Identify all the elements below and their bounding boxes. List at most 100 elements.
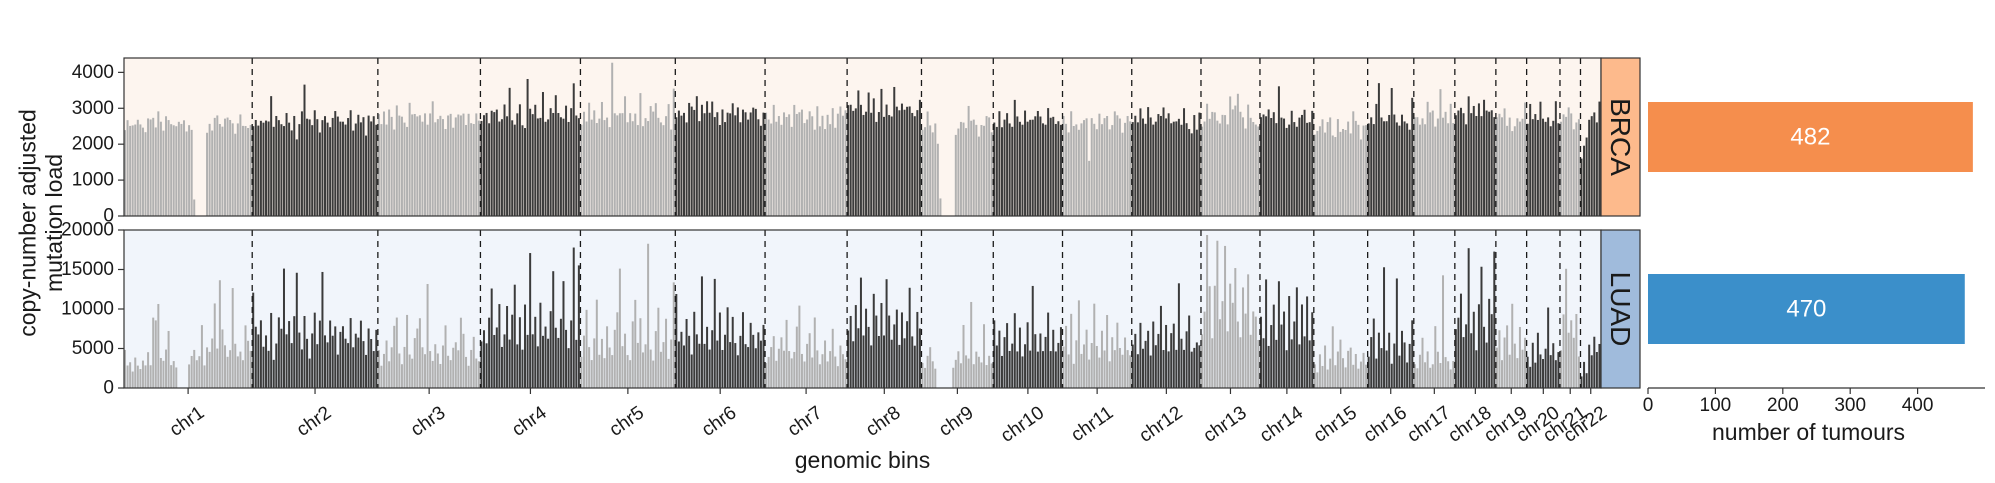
bar-chr19-bin-2 [1498, 113, 1501, 216]
bar-chr4-bin-37 [572, 247, 575, 388]
bar-chr5-bin-3 [585, 309, 588, 388]
bar-chr18-bin-8 [1472, 311, 1475, 388]
bar-chr16-bin-6 [1380, 348, 1383, 388]
bar-chr7-bin-20 [813, 129, 816, 216]
y-tick-label: 10000 [61, 299, 114, 320]
bar-chr12-bin-8 [1149, 355, 1152, 388]
bar-chr19-bin-9 [1516, 358, 1519, 388]
bar-chr8-bin-14 [880, 303, 883, 388]
bar-chr16-bin-7 [1383, 121, 1386, 216]
x-tick-label: chr8 [862, 402, 904, 440]
bar-chr8-bin-3 [852, 341, 855, 388]
bar-chr5-bin-25 [641, 126, 644, 216]
bar-chr8-bin-21 [898, 344, 901, 388]
bar-chr1-bin-26 [188, 364, 191, 388]
bar-chr3-bin-35 [465, 124, 468, 216]
bar-chr2-bin-49 [375, 329, 378, 388]
bar-chr18-bin-4 [1462, 113, 1465, 216]
bar-chr8-bin-20 [895, 106, 898, 216]
bar-chr3-bin-36 [467, 113, 470, 216]
bar-chr3-bin-1 [377, 114, 380, 216]
bar-chr2-bin-40 [352, 130, 355, 216]
bar-chr14-bin-18 [1303, 336, 1306, 388]
bar-chr6-bin-14 [708, 349, 711, 388]
bar-chr4-bin-22 [534, 104, 537, 216]
bar-chr4-bin-5 [490, 288, 493, 388]
bar-chr10-bin-11 [1018, 327, 1021, 388]
bar-chr22-bin-4 [1588, 344, 1591, 388]
bar-chr8-bin-20 [895, 309, 898, 388]
bar-chr14-bin-4 [1267, 109, 1270, 216]
bar-chr8-bin-24 [906, 321, 909, 388]
bar-chr12-bin-5 [1142, 348, 1144, 388]
bar-chr5-bin-18 [624, 96, 627, 216]
bar-chr13-bin-14 [1234, 105, 1237, 216]
bar-chr15-bin-8 [1331, 135, 1334, 216]
bar-chr17-bin-5 [1424, 124, 1427, 216]
bar-chr4-bin-27 [547, 338, 550, 388]
bar-chr6-bin-13 [706, 326, 709, 388]
bar-chr17-bin-16 [1452, 123, 1455, 216]
bar-chr4-bin-25 [541, 335, 544, 388]
bar-chr9-bin-3 [926, 111, 929, 216]
panels-layer: BRCA 0 1000 2000 3000 4000 LUAD 0 5000 10000 15000… [61, 57, 1641, 399]
bar-chr9-bin-16 [959, 121, 962, 216]
bar-chr4-bin-5 [490, 110, 493, 216]
bar-chr7-bin-10 [788, 351, 791, 388]
bar-chr16-bin-7 [1383, 267, 1386, 388]
bar-chr20-bin-6 [1539, 101, 1542, 216]
bar-chr6-bin-31 [752, 107, 755, 216]
bar-chr13-bin-20 [1249, 334, 1252, 388]
bar-chr2-bin-41 [354, 333, 357, 388]
bar-chr3-bin-21 [429, 113, 432, 216]
bar-chr14-bin-19 [1306, 122, 1309, 216]
bar-chr12-bin-26 [1195, 342, 1198, 388]
bar-chr15-bin-5 [1324, 132, 1327, 216]
bar-chr10-bin-14 [1026, 322, 1029, 388]
bar-chr14-bin-8 [1277, 86, 1280, 216]
bar-chr10-bin-9 [1013, 313, 1016, 388]
bar-chr6-bin-14 [708, 112, 711, 216]
bar-chr4-bin-26 [544, 326, 547, 388]
bar-chr14-bin-3 [1265, 279, 1268, 388]
bar-chr6-bin-2 [677, 110, 680, 216]
bar-chr16-bin-4 [1375, 358, 1378, 388]
bar-chr6-bin-4 [683, 345, 685, 388]
bar-chr7-bin-16 [803, 361, 806, 388]
bar-chr3-bin-26 [441, 345, 444, 388]
bar-chr11-bin-12 [1090, 343, 1093, 388]
bar-chr5-bin-3 [585, 121, 588, 216]
bar-chr9-bin-2 [924, 367, 927, 388]
bar-chr22-bin-5 [1590, 355, 1593, 388]
bar-chr8-bin-15 [883, 335, 886, 388]
bar-chr2-bin-39 [349, 110, 352, 216]
bar-chr14-bin-15 [1295, 287, 1298, 388]
bar-chr1-bin-9 [144, 365, 147, 388]
bar-chr12-bin-15 [1167, 351, 1170, 388]
bar-chr13-bin-7 [1216, 240, 1219, 388]
bar-chr19-bin-2 [1498, 330, 1501, 388]
bar-chr4-bin-18 [524, 304, 527, 388]
bar-chr4-bin-24 [539, 302, 542, 388]
bar-chr13-bin-4 [1208, 118, 1211, 216]
bar-chr4-bin-3 [485, 343, 488, 388]
bar-chr6-bin-12 [703, 113, 706, 216]
x-tick-label: chr2 [293, 402, 335, 440]
y-tick-label: 15000 [61, 259, 114, 280]
bar-chr7-bin-30 [839, 106, 842, 216]
bar-chr1-bin-10 [147, 118, 150, 216]
bar-chr9-bin-22 [975, 124, 978, 216]
bar-chr1-bin-17 [165, 116, 168, 216]
tumour-bar-value: 482 [1790, 124, 1830, 151]
bar-chr4-bin-33 [562, 118, 565, 216]
bar-chr2-bin-23 [308, 119, 311, 216]
bar-chr1-bin-4 [131, 371, 134, 388]
bar-chr4-bin-11 [506, 116, 509, 216]
bar-chr18-bin-16 [1493, 251, 1496, 388]
bar-chr2-bin-16 [290, 130, 293, 216]
bar-chr13-bin-15 [1236, 321, 1239, 388]
bar-chr5-bin-33 [662, 342, 665, 388]
bar-chr1-bin-24 [182, 120, 185, 216]
